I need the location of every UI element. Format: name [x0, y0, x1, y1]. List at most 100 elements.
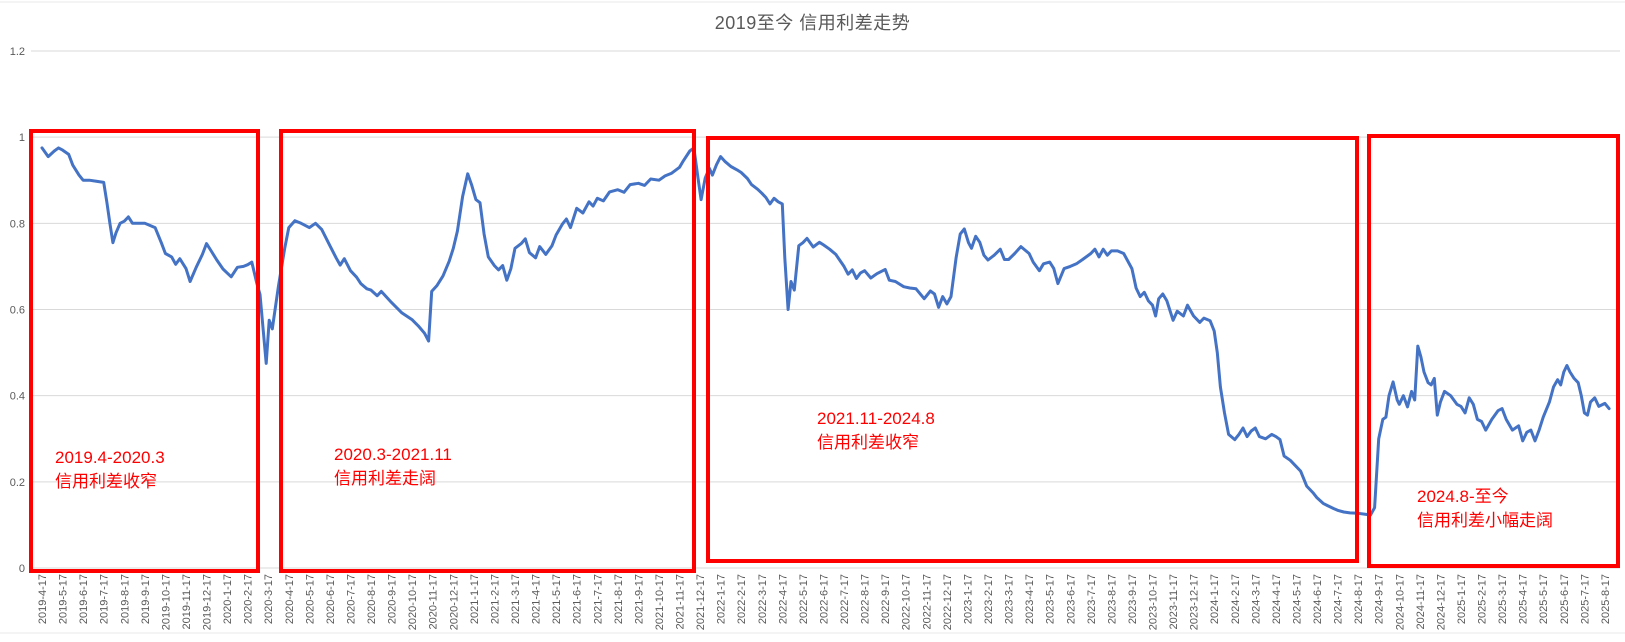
- x-axis-tick-label: 2022-11-17: [921, 574, 933, 629]
- x-axis-tick-label: 2025-7-17: [1579, 574, 1591, 624]
- x-axis-tick-label: 2021-10-17: [654, 574, 666, 630]
- x-axis-tick-label: 2020-1-17: [222, 574, 234, 624]
- x-axis-tick-label: 2024-9-17: [1374, 574, 1386, 624]
- period-annotation-4: 2024.8-至今 信用利差小幅走阔: [1417, 485, 1553, 533]
- x-axis-tick-label: 2022-4-17: [777, 574, 789, 624]
- x-axis-tick-label: 2021-8-17: [613, 574, 625, 624]
- x-axis-tick-label: 2021-11-17: [675, 574, 687, 629]
- x-axis-tick-label: 2019-6-17: [78, 574, 90, 624]
- x-axis-tick-label: 2025-3-17: [1497, 574, 1509, 624]
- x-axis-tick-label: 2022-7-17: [839, 574, 851, 624]
- highlight-box-4: [1367, 134, 1620, 568]
- x-axis-tick-label: 2022-2-17: [736, 574, 748, 624]
- x-axis-tick-label: 2019-8-17: [119, 574, 131, 624]
- x-axis-tick-label: 2022-6-17: [818, 574, 830, 624]
- x-axis-tick-label: 2023-9-17: [1127, 574, 1139, 624]
- credit-spread-line: [40, 146, 1611, 517]
- x-axis-tick-label: 2021-5-17: [551, 574, 563, 624]
- x-axis-tick-label: 2019-11-17: [181, 574, 193, 629]
- x-axis-tick-label: 2023-5-17: [1045, 574, 1057, 624]
- x-axis-tick-label: 2020-3-17: [263, 574, 275, 624]
- x-axis-tick-label: 2022-9-17: [880, 574, 892, 624]
- x-axis-tick-label: 2023-10-17: [1148, 574, 1160, 630]
- y-axis-tick-label: 1: [19, 132, 25, 144]
- annotation-period: 2020.3-2021.11: [334, 445, 452, 464]
- x-axis-tick-label: 2023-2-17: [983, 574, 995, 624]
- x-axis-tick-label: 2025-6-17: [1559, 574, 1571, 624]
- x-axis-tick-label: 2025-5-17: [1538, 574, 1550, 624]
- x-axis-tick-label: 2020-6-17: [325, 574, 337, 624]
- x-axis-tick-label: 2024-11-17: [1415, 574, 1427, 629]
- x-axis-tick-label: 2023-12-17: [1189, 574, 1201, 630]
- x-axis-tick-label: 2020-10-17: [407, 574, 419, 630]
- y-axis-tick-label: 0.2: [10, 477, 25, 489]
- highlight-box-3: [706, 136, 1359, 563]
- x-axis-tick-label: 2024-1-17: [1209, 574, 1221, 624]
- x-axis-tick-label: 2022-10-17: [901, 574, 913, 630]
- x-axis-tick-label: 2024-7-17: [1333, 574, 1345, 624]
- annotation-period: 2024.8-至今: [1417, 487, 1509, 506]
- x-axis-tick-label: 2019-5-17: [58, 574, 70, 624]
- x-axis-tick-label: 2025-8-17: [1600, 574, 1612, 624]
- period-annotation-3: 2021.11-2024.8 信用利差收窄: [817, 407, 935, 455]
- x-axis-tick-label: 2025-4-17: [1518, 574, 1530, 624]
- x-axis-tick-label: 2024-6-17: [1312, 574, 1324, 624]
- y-axis-tick-label: 0: [19, 563, 25, 575]
- annotation-desc: 信用利差小幅走阔: [1417, 511, 1553, 530]
- x-axis-tick-label: 2021-6-17: [572, 574, 584, 624]
- x-axis-tick-label: 2020-4-17: [284, 574, 296, 624]
- x-axis-tick-label: 2020-12-17: [448, 574, 460, 630]
- x-axis-tick-label: 2025-2-17: [1477, 574, 1489, 624]
- x-axis-tick-label: 2022-8-17: [860, 574, 872, 624]
- x-axis-tick-label: 2019-9-17: [140, 574, 152, 624]
- x-axis-tick-label: 2024-12-17: [1435, 574, 1447, 630]
- x-axis-tick-label: 2024-5-17: [1291, 574, 1303, 624]
- x-axis-tick-label: 2020-2-17: [243, 574, 255, 624]
- x-axis-tick-label: 2019-4-17: [37, 574, 49, 624]
- x-axis-tick-label: 2023-4-17: [1024, 574, 1036, 624]
- x-axis-tick-label: 2019-10-17: [160, 574, 172, 630]
- period-annotation-1: 2019.4-2020.3 信用利差收窄: [55, 446, 165, 494]
- annotation-desc: 信用利差收窄: [817, 433, 919, 452]
- x-axis-tick-label: 2023-1-17: [962, 574, 974, 624]
- x-axis-tick-label: 2025-1-17: [1456, 574, 1468, 624]
- period-annotation-2: 2020.3-2021.11 信用利差走阔: [334, 443, 452, 491]
- x-axis-tick-label: 2024-8-17: [1353, 574, 1365, 624]
- x-axis-tick-label: 2020-8-17: [366, 574, 378, 624]
- annotation-desc: 信用利差收窄: [55, 472, 157, 491]
- x-axis-tick-label: 2023-3-17: [1004, 574, 1016, 624]
- x-axis-tick-label: 2023-8-17: [1106, 574, 1118, 624]
- highlight-box-2: [279, 129, 696, 573]
- y-axis-tick-label: 0.6: [10, 305, 25, 317]
- x-axis-tick-label: 2021-9-17: [633, 574, 645, 624]
- x-axis-tick-label: 2022-12-17: [942, 574, 954, 630]
- annotation-desc: 信用利差走阔: [334, 469, 436, 488]
- x-axis-tick-label: 2020-9-17: [387, 574, 399, 624]
- x-axis-tick-label: 2020-11-17: [428, 574, 440, 629]
- x-axis-tick-label: 2024-3-17: [1250, 574, 1262, 624]
- x-axis-tick-label: 2022-3-17: [757, 574, 769, 624]
- x-axis-tick-label: 2021-1-17: [469, 574, 481, 624]
- x-axis-tick-label: 2023-7-17: [1086, 574, 1098, 624]
- x-axis-tick-label: 2020-5-17: [304, 574, 316, 624]
- x-axis-tick-label: 2024-2-17: [1230, 574, 1242, 624]
- y-axis-tick-label: 0.4: [10, 391, 25, 403]
- x-axis-tick-label: 2023-11-17: [1168, 574, 1180, 629]
- x-axis-tick-label: 2021-7-17: [592, 574, 604, 624]
- x-axis-tick-label: 2021-4-17: [531, 574, 543, 624]
- annotation-period: 2021.11-2024.8: [817, 409, 935, 428]
- x-axis-tick-label: 2021-2-17: [489, 574, 501, 624]
- x-axis-tick-label: 2021-3-17: [510, 574, 522, 624]
- annotation-period: 2019.4-2020.3: [55, 448, 165, 467]
- x-axis-tick-label: 2019-7-17: [99, 574, 111, 624]
- highlight-box-1: [29, 129, 260, 573]
- x-axis-tick-label: 2024-4-17: [1271, 574, 1283, 624]
- y-axis-tick-label: 0.8: [10, 218, 25, 230]
- x-axis-tick-label: 2020-7-17: [345, 574, 357, 624]
- x-axis-tick-label: 2021-12-17: [695, 574, 707, 630]
- x-axis-tick-label: 2024-10-17: [1394, 574, 1406, 630]
- x-axis-tick-label: 2022-1-17: [716, 574, 728, 624]
- x-axis-tick-label: 2019-12-17: [202, 574, 214, 630]
